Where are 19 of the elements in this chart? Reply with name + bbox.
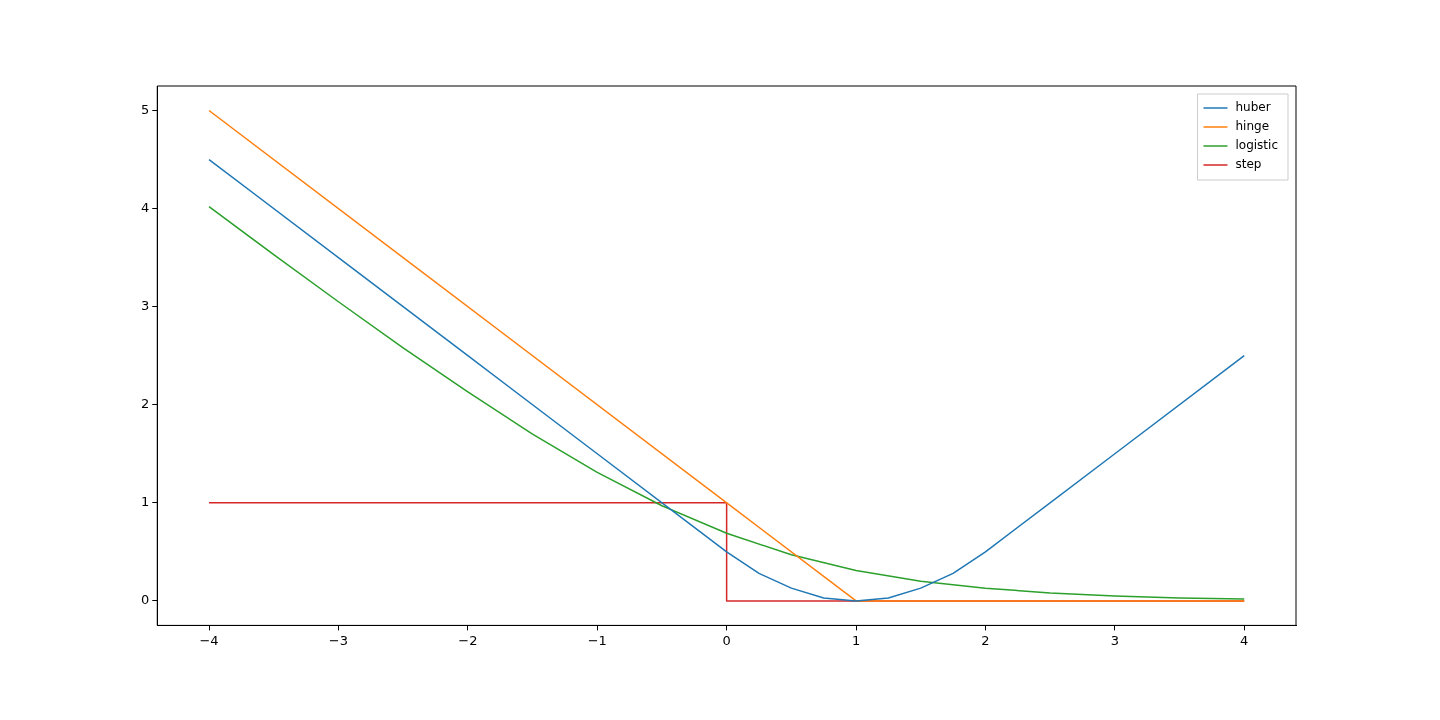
- x-tick-label: −3: [328, 632, 349, 648]
- legend-label: hinge: [1235, 119, 1270, 134]
- y-tick-label: 3: [140, 298, 150, 314]
- x-tick-label: 4: [1240, 632, 1249, 648]
- y-tick-label: 5: [140, 101, 150, 117]
- y-tick-label: 4: [140, 199, 150, 215]
- legend-label: huber: [1235, 100, 1271, 115]
- x-tick-label: 1: [851, 632, 861, 648]
- x-tick-label: 3: [1110, 632, 1119, 648]
- legend-label: step: [1235, 157, 1262, 172]
- legend-label: logistic: [1235, 138, 1278, 153]
- y-tick-label: 0: [140, 592, 150, 608]
- x-tick-label: −1: [587, 632, 607, 648]
- x-tick-label: −4: [199, 632, 219, 648]
- y-tick-label: 2: [140, 396, 150, 412]
- x-tick-label: −2: [458, 632, 478, 648]
- x-tick-label: 2: [981, 632, 990, 648]
- y-tick-label: 1: [140, 494, 150, 510]
- x-tick-label: 0: [722, 632, 731, 648]
